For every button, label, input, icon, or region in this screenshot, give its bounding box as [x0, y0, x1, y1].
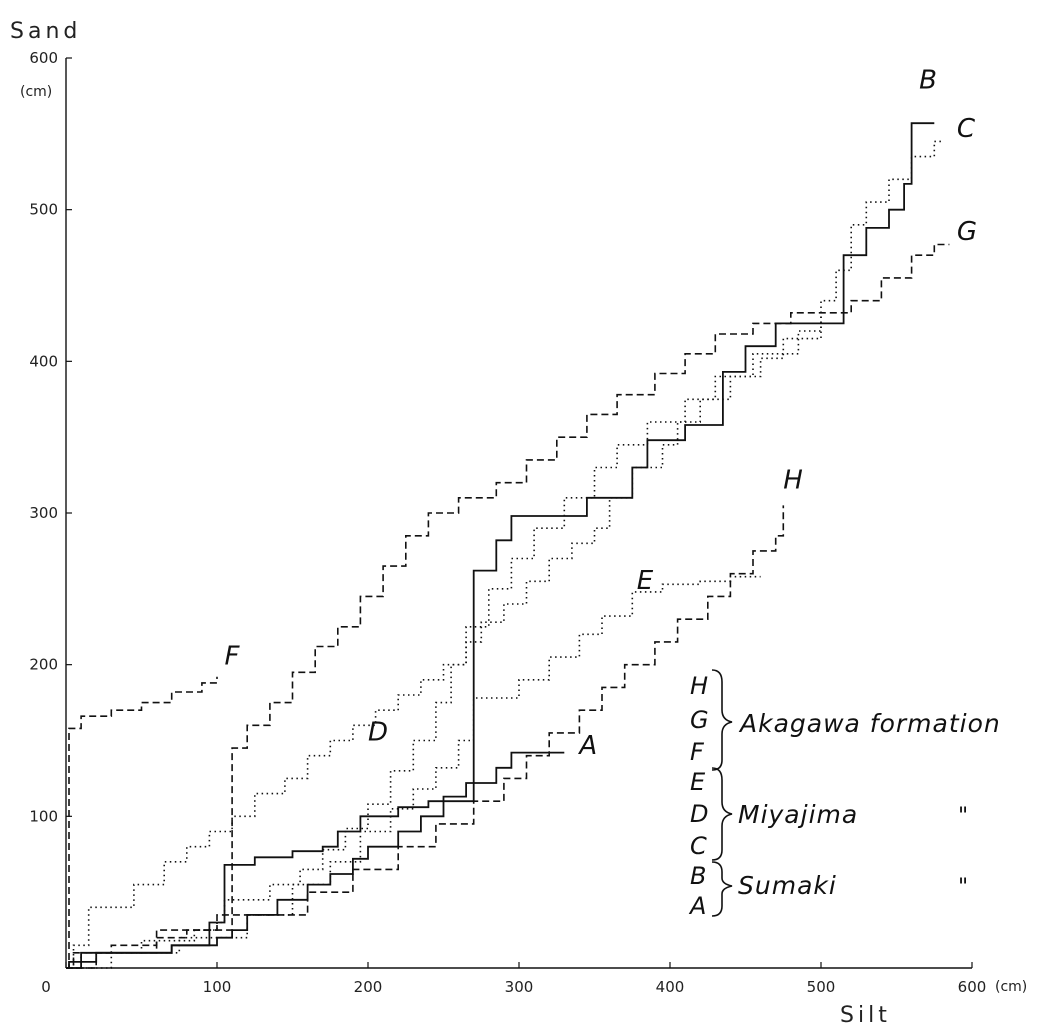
series-line-g: [66, 243, 950, 969]
y-tick-label: 100: [29, 807, 58, 825]
x-tick-label: 100: [203, 978, 232, 996]
y-axis-unit: (cm): [20, 84, 52, 100]
y-tick-label: 600: [29, 49, 58, 67]
legend-letter-a: A: [688, 892, 706, 920]
curve-label-c: C: [957, 114, 976, 144]
series-line-d: [66, 315, 822, 969]
legend-label-sumaki: Sumaki: [738, 871, 837, 900]
axes: [65, 58, 972, 969]
y-axis-title: Sand: [10, 19, 81, 44]
y-tick-label: 200: [29, 656, 58, 674]
series-line-f: [66, 676, 218, 969]
legend-label-miyajima: Miyajima: [738, 800, 858, 829]
series-line-e: [66, 575, 761, 969]
x-axis-unit: (cm): [995, 979, 1027, 995]
legend-brace-sumaki: [711, 861, 733, 917]
legend-letter-b: B: [690, 862, 706, 890]
x-tick-label: 500: [807, 978, 836, 996]
series-line-h: [66, 505, 785, 969]
legend-letter-c: C: [690, 832, 707, 860]
x-tick-label: 600: [958, 978, 987, 996]
curve-label-f: F: [225, 642, 241, 672]
legend-letter-f: F: [690, 738, 705, 766]
curve-label-e: E: [637, 566, 654, 596]
series-line-a: [66, 751, 565, 969]
x-axis-title: Silt: [840, 1003, 891, 1027]
x-tick-label: 300: [505, 978, 534, 996]
y-tick-label: 300: [29, 504, 58, 522]
y-tick-label: 500: [29, 201, 58, 219]
y-tick-label: 400: [29, 352, 58, 370]
legend-ditto-sumaki: ": [958, 875, 968, 900]
curve-label-d: D: [368, 718, 388, 748]
legend-letter-e: E: [690, 768, 706, 796]
tick-labels: 0 100 200 300 400 500 600 100 200 300 400 500 600: [29, 49, 986, 996]
legend-letter-d: D: [690, 800, 708, 828]
legend-letter-h: H: [690, 672, 708, 700]
curve-label-a: A: [577, 731, 597, 761]
series-lines: [66, 122, 950, 969]
curve-label-b: B: [919, 65, 937, 95]
legend-brace-akagawa: [711, 669, 733, 771]
legend-letter-g: G: [690, 706, 709, 734]
legend-brace-miyajima: [711, 767, 733, 861]
series-line-b: [66, 122, 935, 969]
legend: H G F Akagawa formation E D C Miyajima "…: [688, 669, 1001, 920]
x-tick-label: 200: [354, 978, 383, 996]
legend-ditto-miyajima: ": [958, 804, 968, 829]
series-line-c: [66, 140, 942, 969]
legend-label-akagawa: Akagawa formation: [738, 709, 1001, 738]
x-tick-label: 400: [656, 978, 685, 996]
curve-label-g: G: [957, 217, 977, 247]
x-tick-label: 0: [41, 978, 51, 996]
curve-label-h: H: [783, 466, 803, 496]
